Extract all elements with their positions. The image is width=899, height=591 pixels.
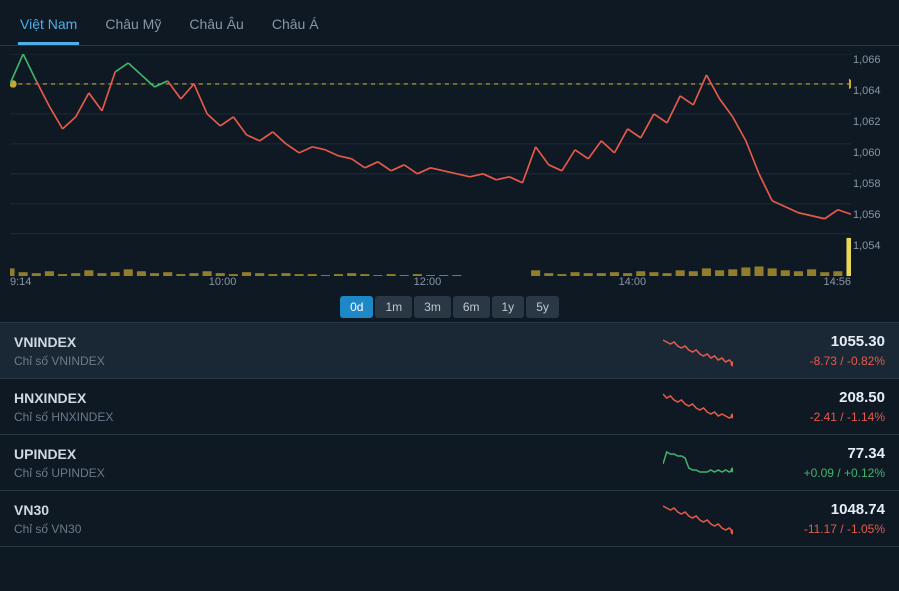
tab-2[interactable]: Châu Âu (187, 10, 245, 45)
index-name: VNINDEX (14, 334, 651, 350)
tab-3[interactable]: Châu Á (270, 10, 321, 45)
market-tabs: Việt Nam Châu Mỹ Châu Âu Châu Á (0, 0, 899, 46)
index-value: 77.34 (745, 445, 885, 462)
sparkline (663, 502, 733, 536)
x-axis: 9:14 10:00 12:00 14:00 14:56 (0, 276, 899, 288)
x-tick: 10:00 (209, 276, 237, 288)
index-value: 1048.74 (745, 501, 885, 518)
sparkline (663, 390, 733, 424)
index-row-hnxindex[interactable]: HNXINDEX Chỉ số HNXINDEX 208.50 -2.41 / -1.… (0, 379, 899, 435)
tab-1[interactable]: Châu Mỹ (103, 10, 163, 45)
index-value: 208.50 (745, 389, 885, 406)
index-list: VNINDEX Chỉ số VNINDEX 1055.30 -8.73 / -0.8… (0, 322, 899, 547)
y-tick: 1,062 (853, 116, 895, 128)
sparkline (663, 446, 733, 480)
index-name: HNXINDEX (14, 390, 651, 406)
x-tick: 14:00 (619, 276, 647, 288)
range-1y[interactable]: 1y (492, 296, 525, 318)
y-tick: 1,064 (853, 85, 895, 97)
index-subtitle: Chỉ số HNXINDEX (14, 410, 651, 424)
y-tick: 1,054 (853, 240, 895, 252)
x-tick: 14:56 (823, 276, 851, 288)
index-row-vn30[interactable]: VN30 Chỉ số VN30 1048.74 -11.17 / -1.05% (0, 491, 899, 547)
index-value: 1055.30 (745, 333, 885, 350)
index-change: -2.41 / -1.14% (745, 410, 885, 424)
index-change: +0.09 / +0.12% (745, 466, 885, 480)
range-1m[interactable]: 1m (375, 296, 412, 318)
x-tick: 9:14 (10, 276, 31, 288)
range-6m[interactable]: 6m (453, 296, 490, 318)
tab-0[interactable]: Việt Nam (18, 10, 79, 45)
range-5y[interactable]: 5y (526, 296, 559, 318)
y-tick: 1,060 (853, 147, 895, 159)
y-axis: 1,066 1,064 1,062 1,060 1,058 1,056 1,054 (853, 54, 895, 252)
index-row-vnindex[interactable]: VNINDEX Chỉ số VNINDEX 1055.30 -8.73 / -0.8… (0, 323, 899, 379)
range-0d[interactable]: 0d (340, 296, 373, 318)
index-name: UPINDEX (14, 446, 651, 462)
index-subtitle: Chỉ số UPINDEX (14, 466, 651, 480)
x-tick: 12:00 (414, 276, 442, 288)
y-tick: 1,056 (853, 209, 895, 221)
y-tick: 1,066 (853, 54, 895, 66)
range-3m[interactable]: 3m (414, 296, 451, 318)
time-range-selector: 0d1m3m6m1y5y (0, 288, 899, 322)
sparkline (663, 334, 733, 368)
index-name: VN30 (14, 502, 651, 518)
index-change: -8.73 / -0.82% (745, 354, 885, 368)
index-change: -11.17 / -1.05% (745, 522, 885, 536)
index-row-upindex[interactable]: UPINDEX Chỉ số UPINDEX 77.34 +0.09 / +0.12% (0, 435, 899, 491)
index-subtitle: Chỉ số VNINDEX (14, 354, 651, 368)
y-tick: 1,058 (853, 178, 895, 190)
price-chart: 1,066 1,064 1,062 1,060 1,058 1,056 1,054 (0, 46, 899, 276)
index-subtitle: Chỉ số VN30 (14, 522, 651, 536)
